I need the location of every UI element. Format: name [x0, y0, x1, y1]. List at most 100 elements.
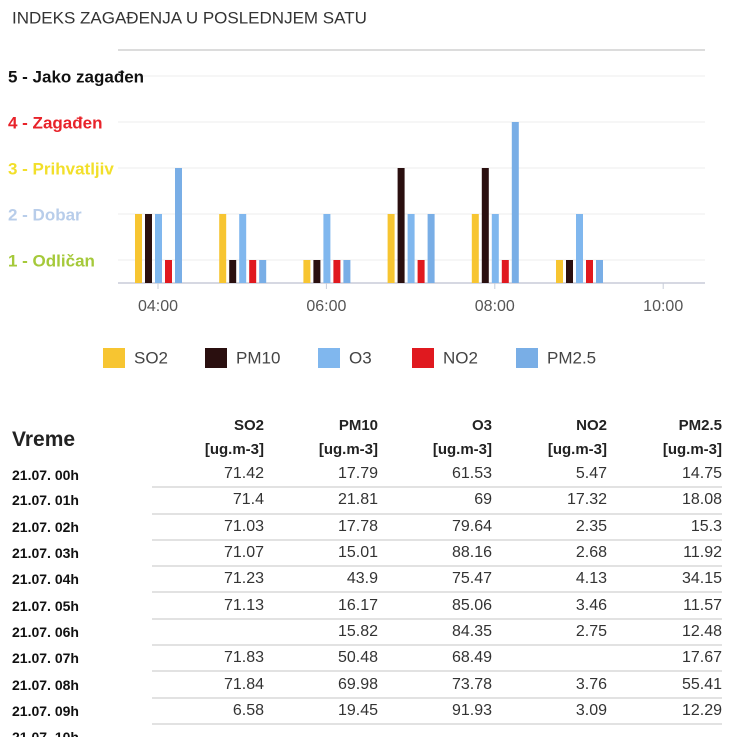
cell: 43.9 [264, 566, 378, 594]
column-unit: [ug.m-3] [204, 441, 264, 458]
cell: 71.42 [152, 462, 264, 489]
cell: 2.35 [492, 513, 607, 541]
cell: 18.08 [607, 487, 722, 515]
row-label: 21.07. 02h [12, 518, 79, 535]
bar [333, 260, 341, 283]
cell [607, 723, 722, 737]
cell: 3.09 [492, 697, 607, 725]
cell: 12.29 [607, 697, 722, 725]
cell: 11.57 [607, 592, 722, 620]
y-tick-label: 4 - Zagađen [8, 113, 102, 132]
column-name: SO2 [233, 417, 264, 434]
legend-swatch [318, 348, 340, 368]
cell: 12.48 [607, 618, 722, 647]
cell: 71.4 [152, 487, 264, 515]
cell [378, 723, 492, 737]
bar [417, 260, 425, 283]
bar [155, 214, 162, 283]
cell: 16.17 [264, 592, 378, 620]
table-row: 21.07. 06h 15.82 84.35 2.75 12.48 [12, 618, 722, 647]
column-unit: [ug.m-3] [662, 441, 722, 458]
bar [586, 260, 593, 283]
bar [303, 260, 311, 283]
cell [152, 618, 264, 647]
legend-label: SO2 [134, 348, 168, 367]
cell: 68.49 [378, 645, 492, 673]
table-row: 21.07. 02h 71.03 17.78 79.64 2.35 15.3 [12, 513, 722, 541]
cell: 75.47 [378, 566, 492, 594]
cell: 71.07 [152, 539, 264, 568]
column-header: SO2 [ug.m-3] [152, 414, 264, 462]
column-name: NO2 [576, 417, 607, 434]
bar [323, 214, 331, 283]
bar [259, 260, 267, 283]
table-row: 21.07. 01h 71.4 21.81 69 17.32 18.08 [12, 487, 722, 515]
cell: 6.58 [152, 697, 264, 725]
cell [492, 645, 607, 673]
x-tick-label: 10:00 [643, 298, 683, 315]
row-label: 21.07. 10h [12, 724, 152, 737]
bar [135, 214, 142, 283]
y-tick-label: 5 - Jako zagađen [8, 67, 144, 86]
column-unit: [ug.m-3] [318, 441, 378, 458]
legend-swatch [516, 348, 538, 368]
cell: 11.92 [607, 539, 722, 568]
cell: 79.64 [378, 513, 492, 541]
table-row: 21.07. 03h 71.07 15.01 88.16 2.68 11.92 [12, 539, 722, 568]
cell: 17.78 [264, 513, 378, 541]
bar [427, 214, 435, 283]
bar [219, 214, 227, 283]
bar [387, 214, 395, 283]
cell [492, 723, 607, 737]
y-tick-label: 1 - Odličan [8, 251, 95, 270]
cell: 15.01 [264, 539, 378, 568]
table-row: 21.07. 07h 71.83 50.48 68.49 17.67 [12, 645, 722, 673]
x-tick-label: 06:00 [306, 298, 346, 315]
cell: 71.03 [152, 513, 264, 541]
bar [165, 260, 172, 283]
cell: 17.79 [264, 462, 378, 489]
cell: 17.32 [492, 487, 607, 515]
column-name: Vreme [12, 428, 76, 451]
bar [145, 214, 152, 283]
cell: 88.16 [378, 539, 492, 568]
cell: 85.06 [378, 592, 492, 620]
legend-label: PM10 [236, 348, 280, 367]
cell: 15.3 [607, 513, 722, 541]
bar [566, 260, 573, 283]
table-row: 21.07. 09h 6.58 19.45 91.93 3.09 12.29 [12, 697, 722, 725]
x-tick-label: 08:00 [475, 298, 515, 315]
column-name: PM10 [338, 417, 378, 434]
header-row: Vreme SO2 [ug.m-3] PM10 [ug.m-3] O3 [ug.m-3] NO… [12, 414, 722, 462]
cell: 71.13 [152, 592, 264, 620]
bar [501, 260, 509, 283]
cell: 50.48 [264, 645, 378, 673]
legend-label: O3 [349, 348, 372, 367]
cell: 91.93 [378, 697, 492, 725]
cell: 19.45 [264, 697, 378, 725]
cell: 2.75 [492, 618, 607, 647]
column-header: PM2.5 [ug.m-3] [607, 414, 722, 462]
bar [407, 214, 415, 283]
cell: 4.13 [492, 566, 607, 594]
column-header: NO2 [ug.m-3] [492, 414, 607, 462]
table-row: 21.07. 05h 71.13 16.17 85.06 3.46 11.57 [12, 592, 722, 620]
bar [239, 214, 247, 283]
table-row: 21.07. 04h 71.23 43.9 75.47 4.13 34.15 [12, 566, 722, 594]
bar [313, 260, 321, 283]
cell: 14.75 [607, 462, 722, 489]
bar [491, 214, 499, 283]
bar [175, 168, 182, 283]
column-unit: [ug.m-3] [547, 441, 607, 458]
column-header: O3 [ug.m-3] [378, 414, 492, 462]
cell: 15.82 [264, 618, 378, 647]
cell: 71.23 [152, 566, 264, 594]
cell: 34.15 [607, 566, 722, 594]
cell: 69 [378, 487, 492, 515]
legend-swatch [412, 348, 434, 368]
bar [343, 260, 351, 283]
cell: 21.81 [264, 487, 378, 515]
column-name: O3 [471, 417, 492, 434]
cell [152, 723, 264, 737]
bar [576, 214, 583, 283]
